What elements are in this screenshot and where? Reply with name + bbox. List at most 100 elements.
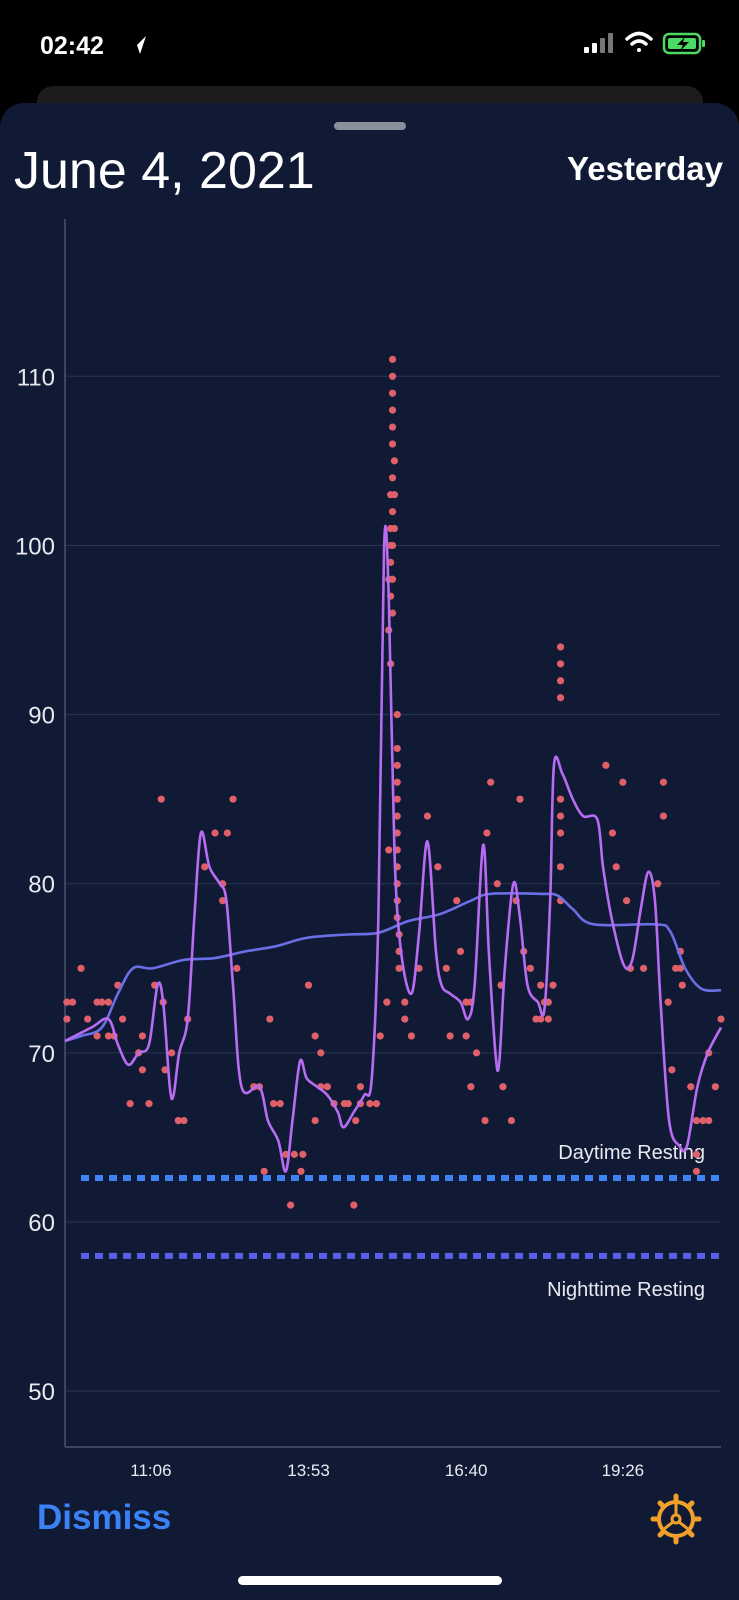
heart-rate-point [401, 998, 409, 1006]
heart-rate-point [678, 981, 686, 989]
heart-rate-point [383, 998, 391, 1006]
heart-rate-point [556, 812, 565, 820]
heart-rate-point [462, 1032, 470, 1040]
heart-rate-point [687, 1083, 695, 1091]
heart-rate-point [393, 812, 401, 820]
heart-rate-point [229, 795, 237, 803]
y-tick-label: 110 [17, 364, 55, 391]
heart-rate-point [77, 964, 85, 972]
heart-rate-point [233, 964, 241, 972]
settings-button[interactable] [650, 1493, 702, 1545]
heart-rate-point [664, 998, 672, 1006]
y-tick-label: 90 [28, 703, 55, 730]
y-tick-label: 80 [28, 872, 55, 899]
heart-rate-point [311, 1032, 319, 1040]
sheet [0, 103, 739, 1600]
yesterday-button[interactable]: Yesterday [567, 150, 724, 187]
heart-rate-point [556, 694, 565, 702]
heart-rate-point [393, 778, 401, 786]
heart-rate-point [608, 829, 617, 837]
heart-rate-point [63, 1015, 71, 1023]
heart-rate-point [499, 1083, 507, 1091]
heart-rate-line [64, 892, 722, 1043]
heart-rate-point [388, 406, 397, 414]
heart-rate-point [114, 981, 122, 989]
heart-rate-point [388, 508, 397, 516]
heart-rate-point [526, 964, 534, 972]
heart-rate-point [654, 880, 662, 888]
heart-rate-point [390, 491, 399, 499]
heart-rate-point [388, 609, 397, 617]
heart-rate-point [350, 1201, 358, 1209]
heart-rate-point [372, 1100, 381, 1108]
heart-rate-point [388, 372, 397, 380]
heart-rate-point [556, 863, 565, 871]
heart-rate-point [537, 1015, 545, 1023]
heart-rate-point [201, 863, 209, 871]
heart-rate-point [68, 998, 77, 1006]
heart-rate-point [602, 761, 610, 769]
heart-rate-point [692, 1116, 701, 1125]
date-title: June 4, 2021 [14, 142, 315, 200]
x-tick-label: 16:40 [445, 1461, 488, 1480]
grabber[interactable] [334, 122, 406, 130]
y-tick-label: 70 [28, 1041, 55, 1068]
heart-rate-point [93, 1032, 101, 1040]
heart-rate-point [401, 1015, 409, 1023]
heart-rate-point [290, 1150, 298, 1158]
heart-rate-point [174, 1116, 182, 1125]
reference-label: Nighttime Resting [547, 1279, 705, 1301]
home-indicator [238, 1576, 502, 1585]
heart-rate-point [423, 812, 432, 820]
heart-rate-point [717, 1015, 725, 1023]
heart-rate-point [118, 1015, 127, 1023]
heart-rate-point [390, 524, 399, 533]
heart-rate-point [260, 1167, 268, 1175]
x-tick-label: 11:06 [130, 1461, 171, 1480]
heart-rate-point [304, 981, 313, 989]
heart-rate-point [434, 863, 442, 871]
heart-rate-point [385, 846, 393, 854]
heart-rate-point [297, 1167, 305, 1175]
heart-rate-point [659, 778, 668, 786]
heart-rate-point [711, 1083, 719, 1091]
heart-rate-point [467, 1083, 475, 1091]
heart-rate-point [668, 1066, 676, 1074]
heart-rate-point [344, 1100, 352, 1108]
heart-rate-point [659, 812, 668, 820]
heart-rate-point [549, 981, 557, 989]
heart-rate-point [219, 897, 227, 905]
heart-rate-point [299, 1150, 307, 1158]
dismiss-button[interactable]: Dismiss [37, 1498, 171, 1537]
heart-rate-point [676, 964, 685, 972]
heart-rate-point [390, 457, 399, 465]
chart: 50 60 70 80 90 100 110 11:06 13:53 16:40 19:26 Dayt… [15, 219, 725, 1480]
heart-rate-point [395, 964, 403, 972]
heart-rate-point [317, 1049, 325, 1057]
signal-icon [584, 33, 613, 53]
heart-rate-point [211, 829, 219, 837]
heart-rate-point [705, 1116, 713, 1125]
heart-rate-point [388, 389, 397, 397]
heart-rate-point [104, 1032, 113, 1040]
heart-rate-point [393, 761, 401, 769]
y-tick-label: 60 [28, 1210, 55, 1237]
heart-rate-point [456, 947, 465, 956]
heart-rate-point [446, 1032, 454, 1040]
heart-rate-point [356, 1083, 365, 1091]
heart-rate-point [556, 795, 565, 803]
location-icon [130, 36, 146, 54]
heart-rate-point [63, 998, 71, 1006]
heart-rate-point [223, 829, 231, 837]
heart-rate-point [537, 981, 545, 989]
heart-rate-point [138, 1066, 146, 1074]
heart-rate-point [168, 1049, 176, 1057]
heart-rate-point [544, 1015, 552, 1023]
heart-rate-point [376, 1032, 384, 1040]
wifi-icon [625, 31, 653, 52]
heart-rate-point [352, 1116, 360, 1125]
heart-rate-point [388, 541, 397, 550]
heart-rate-point [516, 795, 524, 803]
heart-rate-point [556, 643, 565, 651]
